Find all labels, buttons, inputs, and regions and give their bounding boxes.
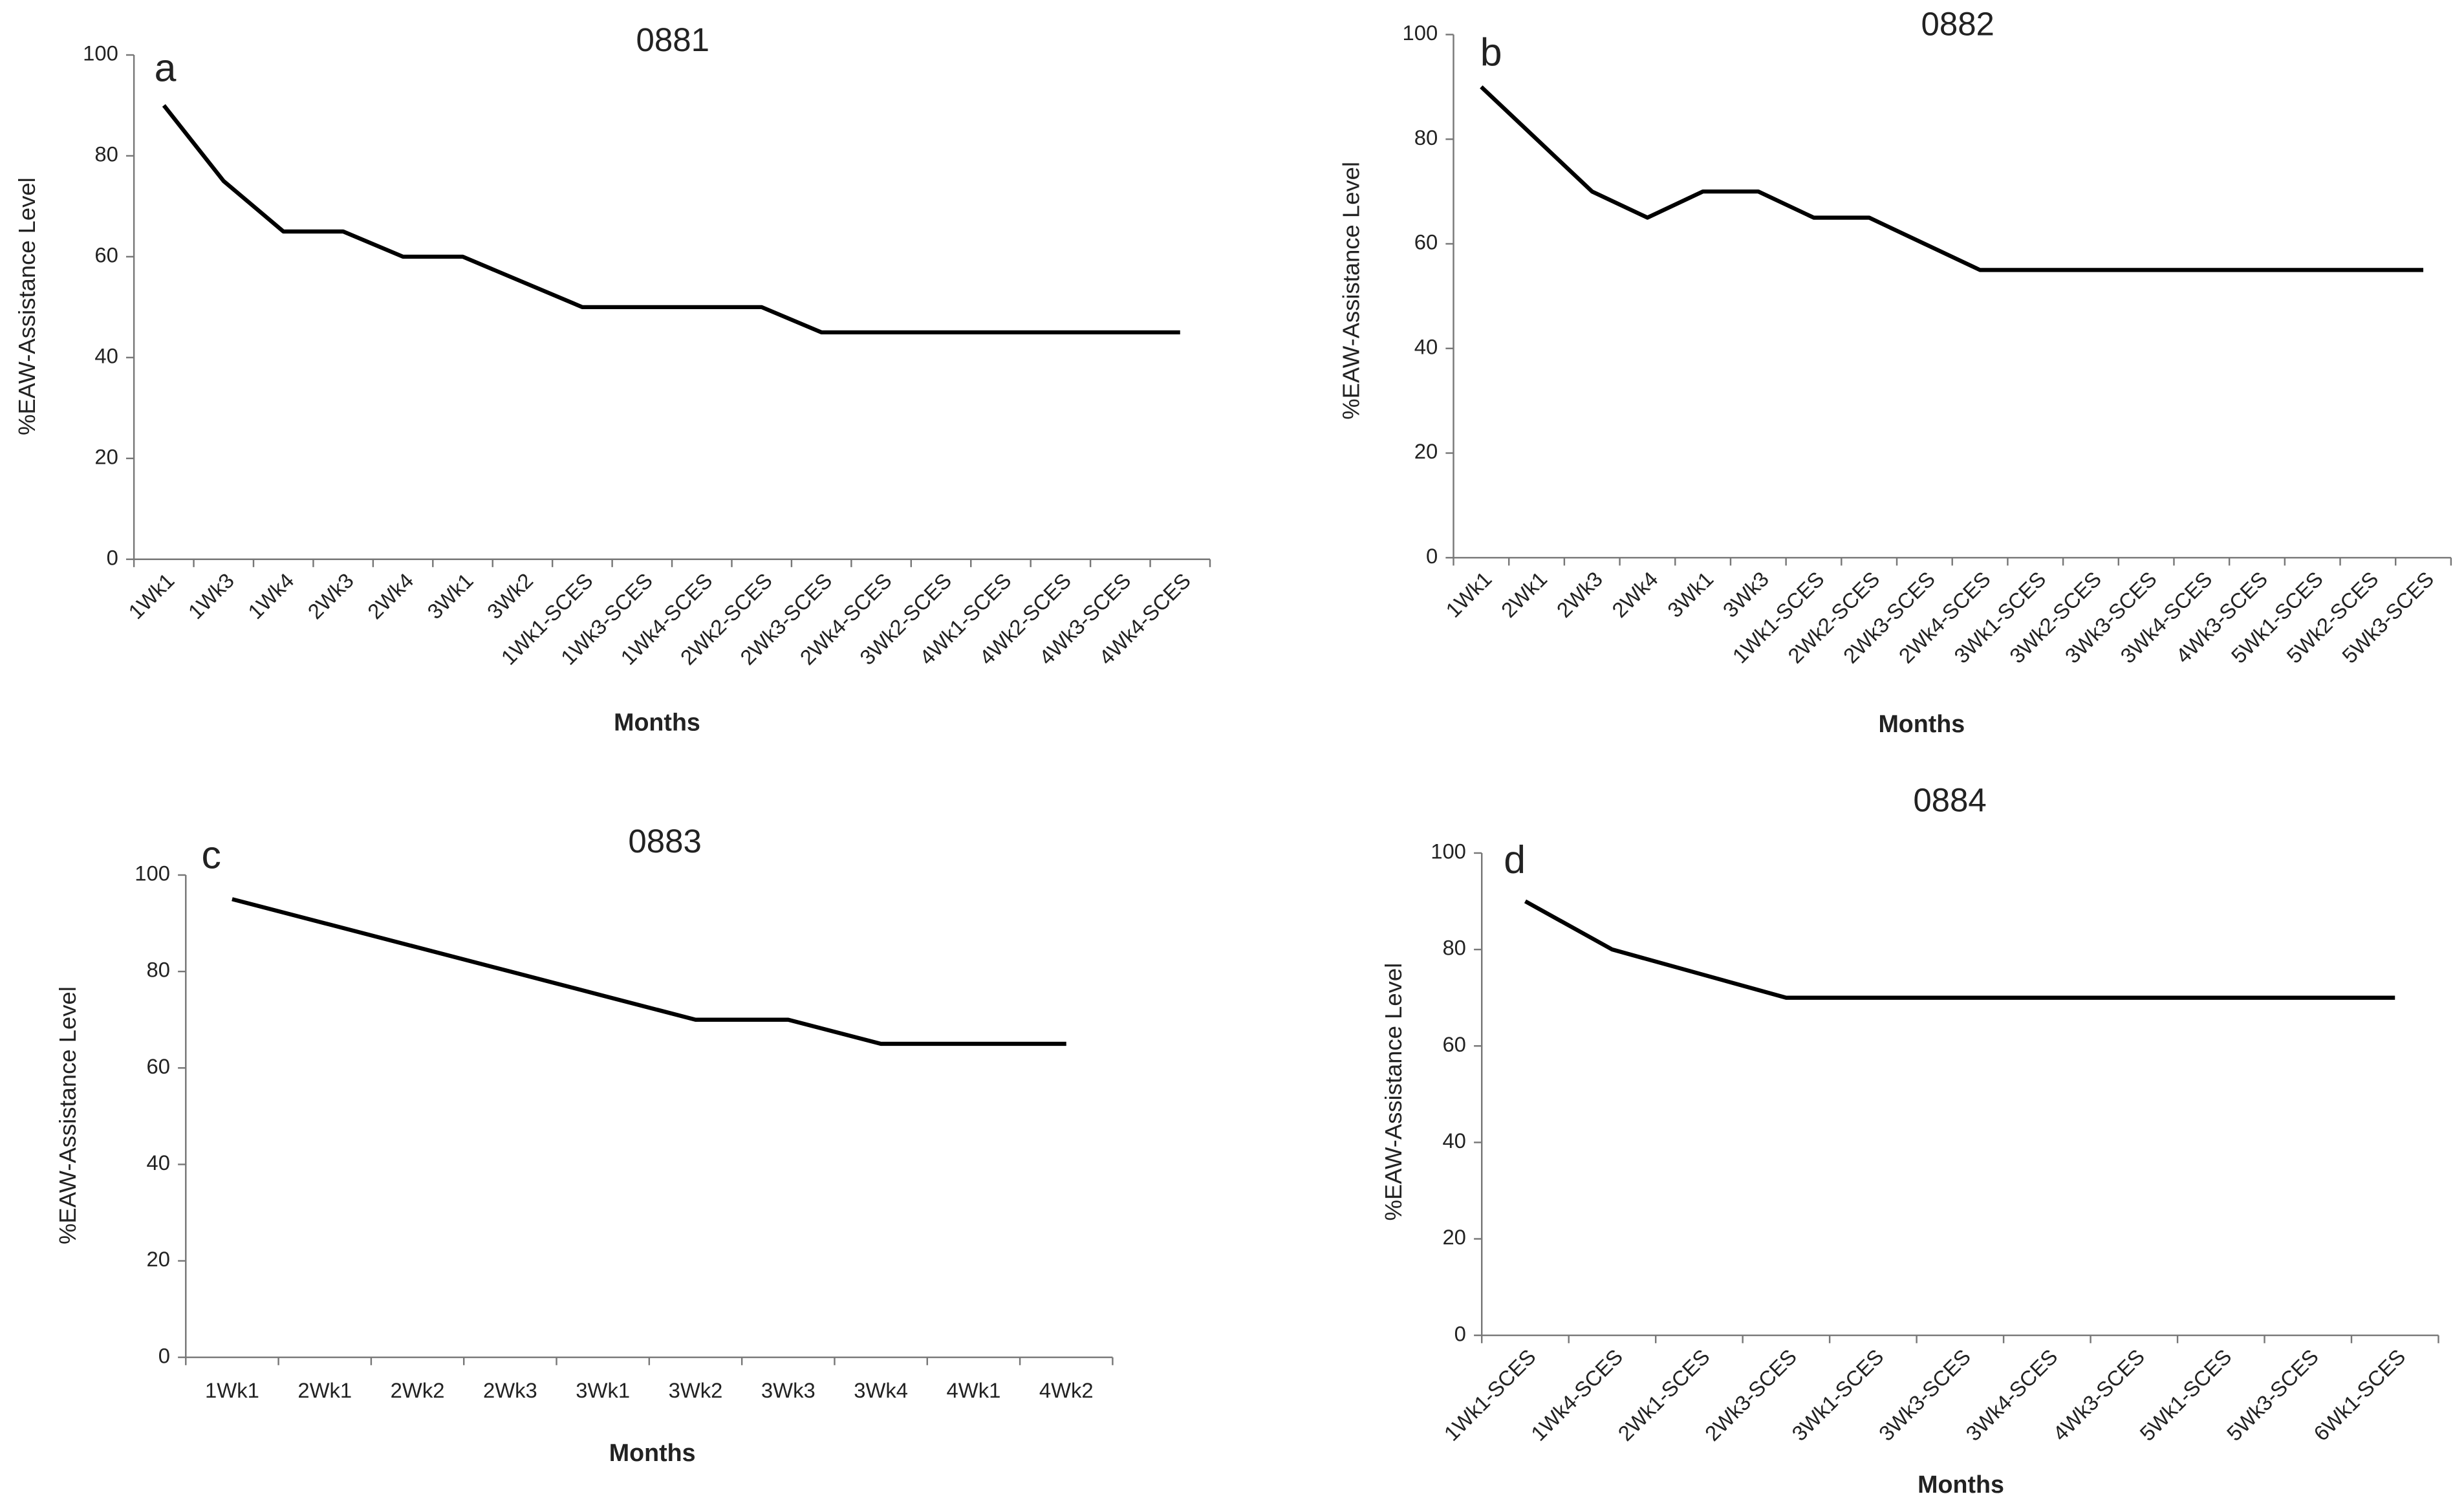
y-tick-label: 80 bbox=[147, 958, 170, 982]
panel: 0884 d %EAW-Assistance Level Months 0 20 40 60 8… bbox=[1380, 782, 2439, 1498]
x-axis-label: Months bbox=[609, 1439, 696, 1466]
x-tick-label: 2Wk1 bbox=[297, 1378, 352, 1402]
x-tick-label: 3Wk3-SCES bbox=[1874, 1345, 1975, 1445]
y-tick-label: 80 bbox=[94, 142, 118, 166]
x-tick-label: 1Wk4-SCES bbox=[1526, 1345, 1627, 1445]
y-axis-label: %EAW-Assistance Level bbox=[1380, 963, 1407, 1221]
x-tick-label: 3Wk1 bbox=[1663, 567, 1718, 622]
chart-title: 0884 bbox=[1913, 782, 1986, 819]
y-tick-label: 40 bbox=[94, 344, 118, 368]
x-tick-label: 2Wk2 bbox=[391, 1378, 445, 1402]
x-tick-label: 6Wk1-SCES bbox=[2309, 1345, 2410, 1445]
y-tick-label: 80 bbox=[1442, 936, 1465, 960]
y-axis-label: %EAW-Assistance Level bbox=[1338, 162, 1365, 420]
x-tick-label: 4Wk2 bbox=[1039, 1378, 1094, 1402]
y-tick-label: 20 bbox=[147, 1247, 170, 1271]
x-tick-label: 3Wk4 bbox=[854, 1378, 908, 1402]
x-tick-label: 1Wk3 bbox=[184, 568, 239, 623]
x-tick-label: 4Wk3-SCES bbox=[2048, 1345, 2149, 1445]
x-tick-label: 3Wk2 bbox=[669, 1378, 723, 1402]
x-axis-label: Months bbox=[1878, 710, 1965, 737]
y-tick-label: 60 bbox=[1442, 1032, 1465, 1056]
data-line bbox=[1480, 85, 2424, 272]
y-tick-label: 20 bbox=[94, 444, 118, 468]
x-tick-label: 3Wk1-SCES bbox=[1787, 1345, 1888, 1445]
panel: 0883 c %EAW-Assistance Level Months 0 20 40 60 8… bbox=[54, 823, 1114, 1466]
panel-label: b bbox=[1480, 30, 1502, 74]
chart-title: 0882 bbox=[1921, 6, 1994, 43]
y-tick-label: 0 bbox=[1426, 544, 1438, 568]
y-tick-label: 60 bbox=[147, 1054, 170, 1078]
x-axis-label: Months bbox=[1918, 1471, 2004, 1498]
x-tick-label: 5Wk3-SCES bbox=[2222, 1345, 2323, 1445]
y-tick-label: 100 bbox=[1402, 21, 1438, 45]
data-line bbox=[162, 104, 1180, 335]
y-tick-label: 0 bbox=[1454, 1321, 1466, 1345]
x-tick-label: 2Wk4 bbox=[363, 568, 418, 623]
panel-label: c bbox=[202, 832, 221, 876]
y-tick-label: 60 bbox=[94, 243, 118, 267]
x-tick-label: 2Wk1-SCES bbox=[1613, 1345, 1714, 1445]
y-tick-label: 60 bbox=[1414, 230, 1438, 254]
y-tick-label: 100 bbox=[1431, 839, 1466, 863]
y-tick-label: 0 bbox=[158, 1343, 170, 1367]
x-tick-label: 3Wk4-SCES bbox=[1961, 1345, 2062, 1445]
panel-label: a bbox=[155, 45, 177, 89]
y-tick-label: 100 bbox=[83, 41, 118, 65]
y-axis-label: %EAW-Assistance Level bbox=[54, 986, 81, 1244]
x-tick-label: 3Wk3 bbox=[761, 1378, 816, 1402]
x-tick-label: 3Wk1 bbox=[576, 1378, 630, 1402]
data-line bbox=[1524, 899, 2395, 1000]
panel: 0881 a %EAW-Assistance Level Months 0 20 40 60 8… bbox=[14, 21, 1211, 736]
x-tick-label: 2Wk3 bbox=[1552, 567, 1607, 622]
y-tick-label: 40 bbox=[1442, 1129, 1465, 1153]
x-tick-label: 3Wk1 bbox=[422, 568, 477, 623]
y-axis-label: %EAW-Assistance Level bbox=[14, 177, 40, 435]
y-tick-label: 20 bbox=[1414, 439, 1438, 463]
x-tick-label: 2Wk4 bbox=[1607, 567, 1662, 622]
y-tick-label: 20 bbox=[1442, 1225, 1465, 1249]
x-tick-label: 5Wk1-SCES bbox=[2135, 1345, 2236, 1445]
panel: 0882 b %EAW-Assistance Level Months 0 20 40 60 8… bbox=[1338, 6, 2452, 737]
y-tick-label: 100 bbox=[135, 861, 170, 885]
x-tick-label: 1Wk1 bbox=[205, 1378, 259, 1402]
panel-label: d bbox=[1504, 838, 1526, 882]
x-tick-label: 4Wk1 bbox=[947, 1378, 1001, 1402]
data-line bbox=[232, 897, 1066, 1046]
x-tick-label: 2Wk3-SCES bbox=[1700, 1345, 1801, 1445]
x-tick-label: 1Wk1-SCES bbox=[1439, 1345, 1540, 1445]
y-tick-label: 80 bbox=[1414, 125, 1438, 149]
y-tick-label: 40 bbox=[1414, 334, 1438, 358]
chart-title: 0881 bbox=[636, 21, 709, 58]
chart-title: 0883 bbox=[628, 823, 701, 860]
x-tick-label: 1Wk1 bbox=[1441, 567, 1496, 622]
y-tick-label: 40 bbox=[147, 1151, 170, 1175]
x-tick-label: 1Wk4 bbox=[243, 568, 298, 623]
x-tick-label: 3Wk2 bbox=[482, 568, 537, 623]
y-tick-label: 0 bbox=[107, 545, 118, 569]
x-tick-label: 2Wk1 bbox=[1497, 567, 1551, 622]
x-tick-label: 2Wk3 bbox=[303, 568, 358, 623]
x-axis-label: Months bbox=[614, 709, 700, 736]
x-tick-label: 2Wk3 bbox=[483, 1378, 537, 1402]
x-tick-label: 1Wk1 bbox=[124, 568, 178, 623]
